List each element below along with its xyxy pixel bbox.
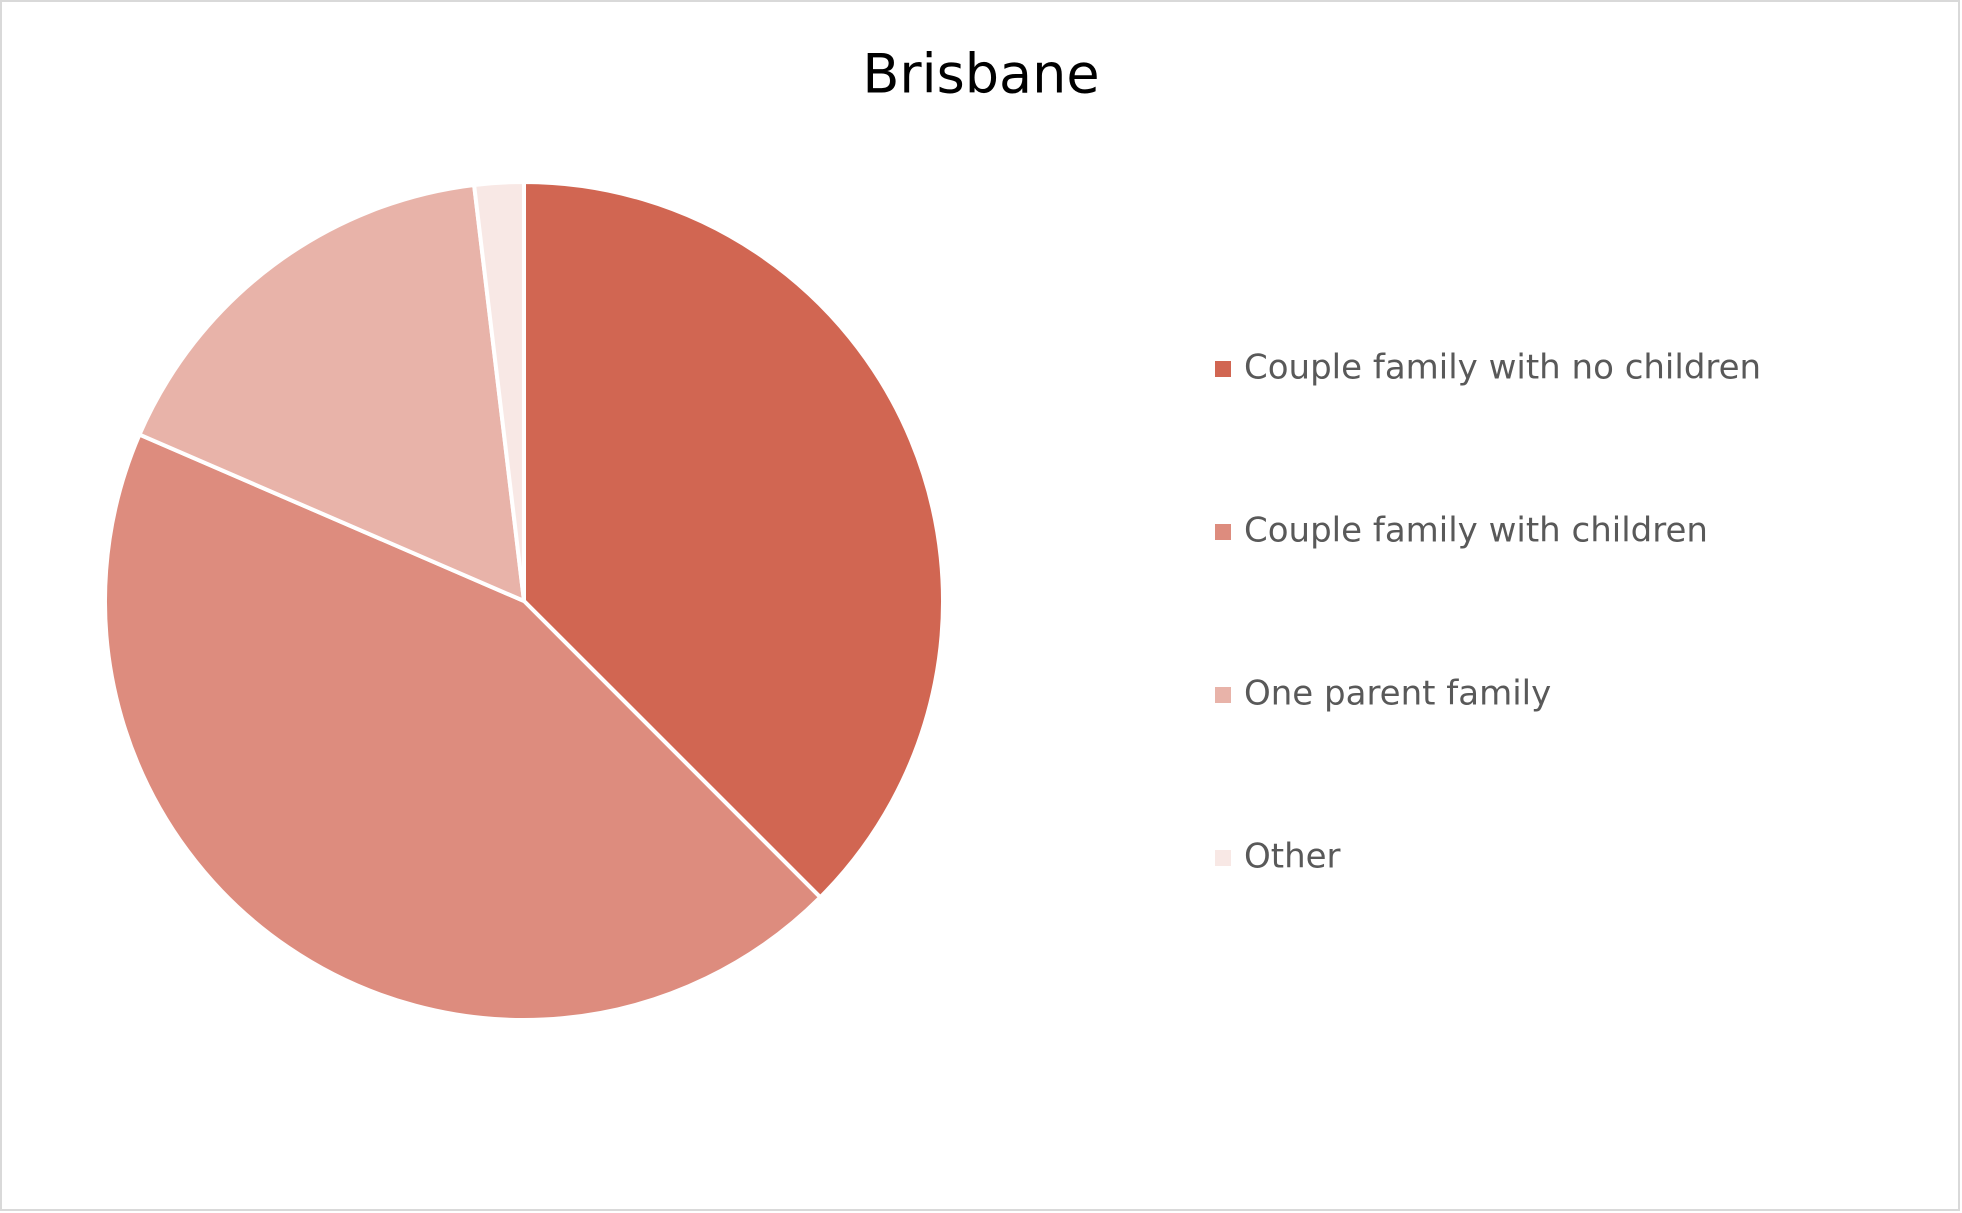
pie-slice <box>471 179 526 602</box>
legend-swatch <box>1215 524 1231 540</box>
legend-swatch <box>1215 361 1231 377</box>
legend-swatch <box>1215 687 1231 703</box>
legend-label: Couple family with no children <box>1244 348 1761 388</box>
legend-label: Couple family with children <box>1244 511 1708 551</box>
pie-slice <box>522 179 945 901</box>
legend-swatch <box>1215 850 1231 866</box>
legend-label: One parent family <box>1244 674 1551 714</box>
chart-title: Brisbane <box>862 43 1099 106</box>
legend-label: Other <box>1244 837 1341 877</box>
pie-slice <box>136 182 527 605</box>
pie-slice <box>103 431 824 1022</box>
